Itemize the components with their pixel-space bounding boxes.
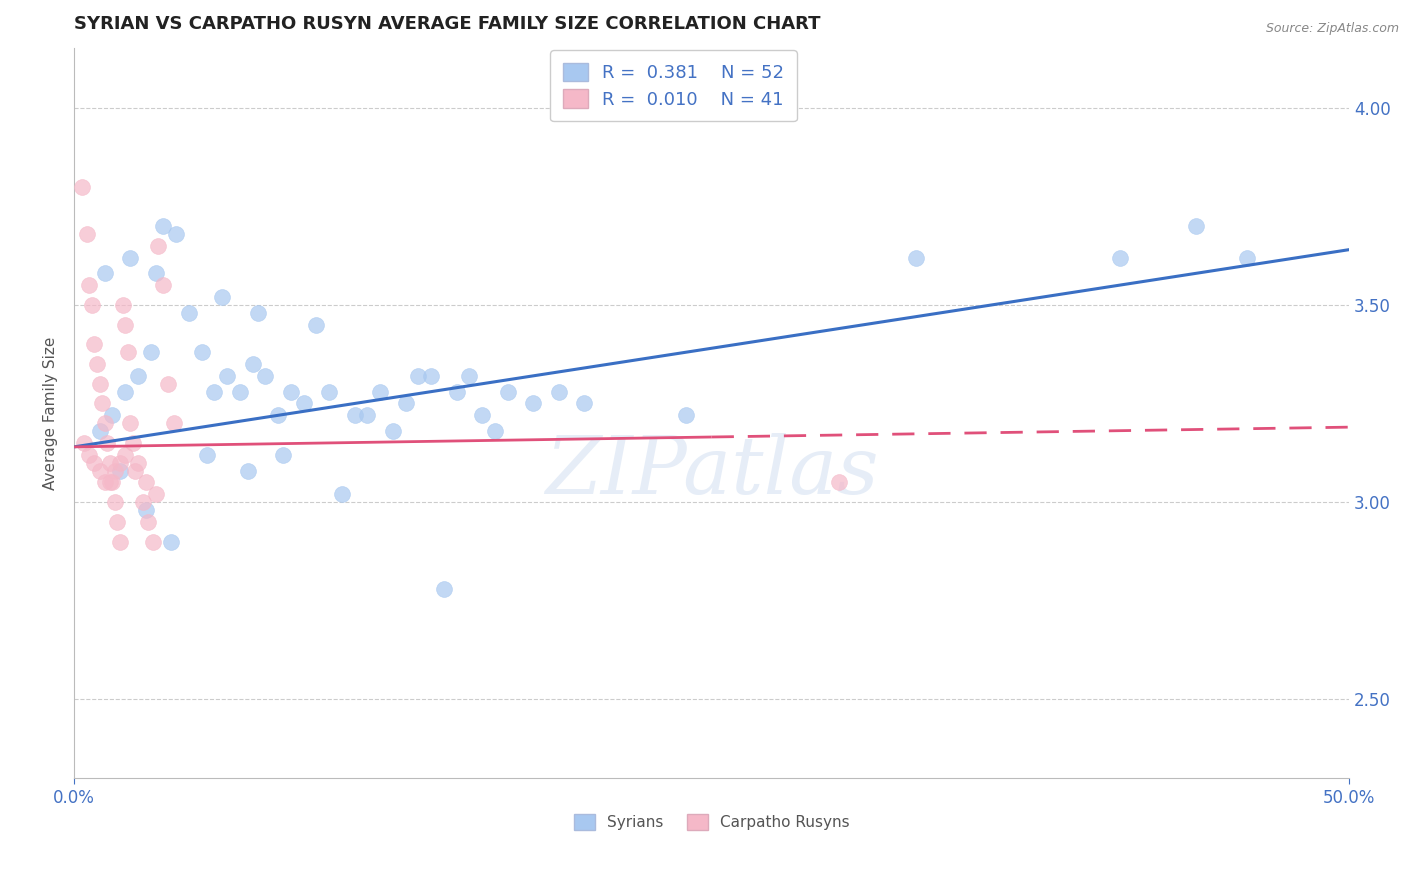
Point [73,436,96,450]
Point [145,266,167,280]
Point [104,464,127,478]
Point [79,278,101,293]
Point [356,409,378,423]
Point [368,384,391,399]
Point [145,487,167,501]
Point [160,534,183,549]
Point [343,409,366,423]
Point [152,278,174,293]
Point [134,503,156,517]
Point [162,416,184,430]
Point [108,534,131,549]
Point [142,534,165,549]
Point [101,475,124,490]
Point [114,318,136,332]
Text: Source: ZipAtlas.com: Source: ZipAtlas.com [1265,22,1399,36]
Point [89,424,111,438]
Point [127,368,149,383]
Point [117,345,139,359]
Point [89,464,111,478]
Point [136,515,159,529]
Point [114,384,136,399]
Point [267,409,290,423]
Point [484,424,506,438]
Point [254,368,277,383]
Point [904,251,927,265]
Point [91,396,114,410]
Point [148,238,170,252]
Point [127,456,149,470]
Point [157,376,180,391]
Point [107,515,129,529]
Point [98,456,121,470]
Point [280,384,302,399]
Point [132,495,155,509]
Point [121,436,143,450]
Point [202,384,225,399]
Point [828,475,851,490]
Point [89,376,111,391]
Point [496,384,519,399]
Point [395,396,418,410]
Point [93,266,115,280]
Point [96,436,118,450]
Point [139,345,162,359]
Text: SYRIAN VS CARPATHO RUSYN AVERAGE FAMILY SIZE CORRELATION CHART: SYRIAN VS CARPATHO RUSYN AVERAGE FAMILY … [75,15,821,33]
Point [80,298,103,312]
Point [104,495,127,509]
Point [458,368,481,383]
Point [408,368,430,383]
Point [124,464,146,478]
Point [547,384,569,399]
Point [177,306,200,320]
Point [381,424,404,438]
Point [271,448,294,462]
Text: ZIPatlas: ZIPatlas [546,433,879,510]
Point [675,409,697,423]
Point [79,448,101,462]
Point [522,396,544,410]
Point [305,318,328,332]
Point [330,487,353,501]
Point [292,396,315,410]
Point [471,409,494,423]
Y-axis label: Average Family Size: Average Family Size [44,336,58,490]
Point [98,475,121,490]
Legend: Syrians, Carpatho Rusyns: Syrians, Carpatho Rusyns [568,808,856,837]
Point [120,416,142,430]
Point [420,368,443,383]
Point [120,251,142,265]
Point [236,464,259,478]
Point [114,448,136,462]
Point [1236,251,1258,265]
Point [93,475,115,490]
Point [217,368,239,383]
Point [242,357,264,371]
Point [246,306,269,320]
Point [101,409,124,423]
Point [1108,251,1130,265]
Point [111,298,134,312]
Point [108,456,131,470]
Point [152,219,174,233]
Point [108,464,131,478]
Point [229,384,252,399]
Point [433,582,456,596]
Point [134,475,156,490]
Point [76,227,98,241]
Point [446,384,468,399]
Point [190,345,212,359]
Point [572,396,595,410]
Point [195,448,218,462]
Point [86,357,108,371]
Point [318,384,340,399]
Point [165,227,187,241]
Point [1185,219,1208,233]
Point [83,337,105,351]
Point [93,416,115,430]
Point [211,290,233,304]
Point [70,179,93,194]
Point [83,456,105,470]
